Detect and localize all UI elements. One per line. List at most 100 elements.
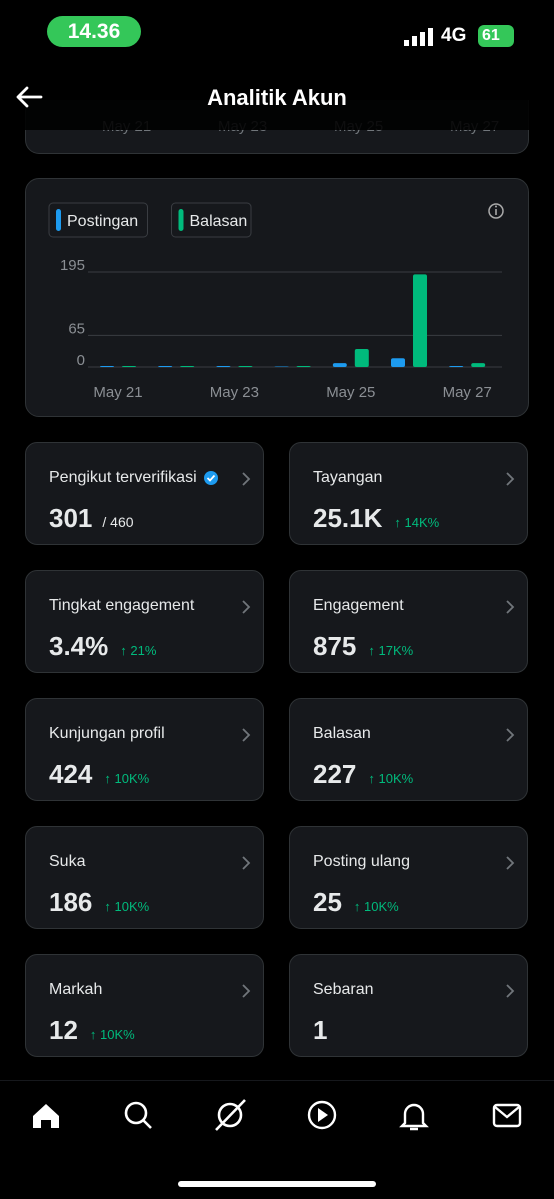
verified-badge bbox=[203, 471, 218, 485]
metric-card[interactable]: Sebaran 1 bbox=[289, 954, 528, 1057]
metric-label: Tingkat engagement bbox=[49, 597, 195, 614]
metric-change: ↑ 10K% bbox=[90, 1027, 135, 1042]
metric-card[interactable]: Balasan 227 ↑ 10K% bbox=[289, 698, 528, 801]
up-arrow: ↑ bbox=[368, 643, 379, 658]
legend-box bbox=[48, 202, 148, 238]
chevron bbox=[506, 728, 515, 742]
legend-box bbox=[171, 202, 252, 238]
metric-label: Kunjungan profil bbox=[49, 725, 165, 742]
chevron bbox=[242, 856, 251, 870]
change-value: 21% bbox=[130, 643, 157, 658]
metric-card[interactable]: Posting ulang 25 ↑ 10K% bbox=[289, 826, 528, 929]
metric-card[interactable]: Tingkat engagement 3.4% ↑ 21% bbox=[25, 570, 264, 673]
change-value: 10K% bbox=[114, 771, 150, 786]
legend-item[interactable]: Postingan bbox=[48, 202, 148, 238]
metric-change: ↑ 10K% bbox=[104, 899, 149, 914]
bar bbox=[122, 366, 136, 367]
bar bbox=[158, 366, 173, 367]
legend-label: Postingan bbox=[67, 213, 138, 230]
metric-value-row: 1 bbox=[313, 1015, 327, 1046]
chevron bbox=[506, 856, 515, 870]
time: 14.36 bbox=[47, 16, 141, 47]
nav-icons bbox=[33, 1099, 522, 1187]
metric-value: 25 bbox=[313, 887, 342, 917]
bar bbox=[413, 274, 427, 367]
back-button[interactable] bbox=[14, 84, 44, 110]
legend-swatch bbox=[56, 209, 61, 231]
metric-value-row: 424 ↑ 10K% bbox=[49, 759, 149, 790]
metric-label: Markah bbox=[49, 981, 103, 998]
network: 4G bbox=[441, 25, 467, 46]
metric-value: 3.4% bbox=[49, 631, 109, 661]
change-value: 10K% bbox=[100, 1027, 135, 1042]
bar bbox=[354, 348, 369, 367]
chevron bbox=[506, 472, 515, 486]
metric-value: 227 bbox=[313, 759, 357, 789]
up-arrow: ↑ bbox=[120, 643, 131, 658]
metric-change: ↑ 10K% bbox=[104, 771, 149, 786]
y-tick-label: 195 bbox=[60, 257, 85, 274]
metric-card[interactable]: Kunjungan profil 424 ↑ 10K% bbox=[25, 698, 264, 801]
x-tick-label: May 21 bbox=[93, 384, 142, 401]
messages-icon[interactable] bbox=[492, 1103, 522, 1128]
up-arrow: ↑ bbox=[104, 899, 115, 914]
metric-change: ↑ 10K% bbox=[368, 771, 413, 786]
metric-value: 875 bbox=[313, 631, 357, 661]
chevron bbox=[242, 728, 251, 742]
grok-icon[interactable] bbox=[215, 1099, 246, 1131]
change-value: 17K% bbox=[378, 643, 414, 658]
metric-value: 186 bbox=[49, 887, 93, 917]
x-tick-label: May 23 bbox=[210, 384, 259, 401]
bar bbox=[332, 363, 347, 367]
metric-label: Engagement bbox=[313, 597, 404, 614]
metric-card[interactable]: Engagement 875 ↑ 17K% bbox=[289, 570, 528, 673]
notifications-icon[interactable] bbox=[399, 1103, 429, 1131]
home-icon[interactable] bbox=[33, 1104, 59, 1128]
metric-value: 25.1K bbox=[313, 503, 383, 533]
search-icon[interactable] bbox=[124, 1101, 152, 1129]
bar bbox=[238, 366, 253, 367]
change-value: 14K% bbox=[404, 515, 440, 530]
change-value: 10K% bbox=[114, 899, 150, 914]
x-tick-label: May 25 bbox=[326, 384, 375, 401]
metric-value: 12 bbox=[49, 1015, 78, 1045]
metric-card[interactable]: Pengikut terverifikasi 301 / 460 bbox=[25, 442, 264, 545]
up-arrow: ↑ bbox=[368, 771, 379, 786]
bar bbox=[100, 366, 114, 367]
up-arrow: ↑ bbox=[104, 771, 115, 786]
signal-icon bbox=[404, 28, 433, 46]
metric-value-row: 25.1K ↑ 14K% bbox=[313, 503, 439, 534]
bar bbox=[391, 358, 405, 367]
metric-value-row: 227 ↑ 10K% bbox=[313, 759, 413, 790]
chart-card bbox=[25, 178, 529, 417]
metric-change: ↑ 17K% bbox=[368, 643, 413, 658]
page-title: Analitik Akun bbox=[207, 85, 347, 110]
metric-card[interactable]: Markah 12 ↑ 10K% bbox=[25, 954, 264, 1057]
metric-value-row: 12 ↑ 10K% bbox=[49, 1015, 135, 1046]
change-value: 10K% bbox=[378, 771, 414, 786]
info-icon[interactable] bbox=[488, 203, 504, 219]
metric-card[interactable]: Tayangan 25.1K ↑ 14K% bbox=[289, 442, 528, 545]
bar bbox=[296, 366, 311, 367]
bar bbox=[216, 366, 231, 367]
metric-card[interactable]: Suka 186 ↑ 10K% bbox=[25, 826, 264, 929]
bottom-nav bbox=[0, 1080, 554, 1199]
metric-value: 424 bbox=[49, 759, 93, 789]
bar bbox=[180, 366, 195, 367]
chevron bbox=[242, 984, 251, 998]
metric-change: ↑ 21% bbox=[120, 643, 156, 658]
up-arrow: ↑ bbox=[353, 899, 365, 914]
metric-label: Suka bbox=[49, 853, 86, 870]
metric-value-row: 25 ↑ 10K% bbox=[313, 887, 399, 918]
metric-value-row: 301 / 460 bbox=[49, 503, 134, 534]
up-arrow: ↑ bbox=[394, 515, 405, 530]
legend-item[interactable]: Balasan bbox=[171, 202, 252, 238]
metric-value: 1 bbox=[313, 1015, 328, 1045]
bar bbox=[449, 366, 464, 367]
video-icon[interactable] bbox=[307, 1100, 337, 1130]
battery: 61 bbox=[478, 25, 514, 47]
chevron bbox=[242, 600, 251, 614]
metric-value-row: 3.4% ↑ 21% bbox=[49, 631, 156, 662]
legend-label: Balasan bbox=[190, 213, 248, 230]
